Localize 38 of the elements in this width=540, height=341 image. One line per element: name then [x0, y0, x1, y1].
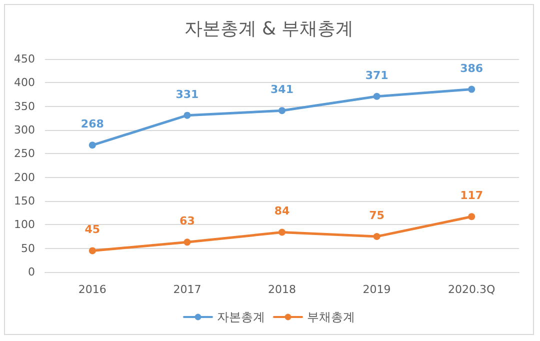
y-tick-label: 400	[14, 76, 35, 90]
data-label: 45	[84, 223, 100, 236]
point	[184, 238, 191, 246]
legend-label: 자본총계	[217, 310, 265, 324]
y-tick-label: 300	[14, 124, 35, 136]
x-tick-label: 2018	[268, 283, 296, 296]
legend-label: 부채총계	[307, 310, 355, 324]
data-label: 63	[180, 214, 195, 228]
data-label: 75	[369, 209, 384, 222]
chart-title: 자본총계 & 부채총계	[184, 18, 354, 40]
y-tick-label: 350	[14, 100, 35, 113]
data-label: 331	[176, 88, 199, 101]
point	[468, 86, 476, 93]
data-label: 268	[80, 118, 104, 131]
data-label: 341	[270, 83, 294, 96]
point	[468, 213, 476, 220]
data-label: 117	[460, 189, 484, 202]
point	[88, 142, 96, 149]
y-tick-label: 150	[14, 194, 35, 208]
point	[184, 112, 191, 119]
data-label: 84	[274, 204, 290, 218]
y-tick-label: 200	[14, 170, 35, 184]
y-tick-label: 100	[14, 218, 35, 232]
y-tick-label: 450	[14, 52, 35, 66]
y-tick-label: 250	[14, 147, 35, 160]
x-tick-label: 2019	[362, 283, 391, 296]
point	[373, 92, 380, 100]
x-tick-label: 2017	[173, 283, 202, 296]
y-tick-label: 0	[28, 266, 35, 278]
point	[278, 107, 286, 114]
y-tick-label: 50	[21, 242, 35, 255]
x-tick-label: 2016	[78, 283, 106, 296]
point	[373, 233, 380, 240]
point	[88, 247, 96, 254]
point	[278, 228, 286, 236]
data-label: 371	[365, 68, 388, 82]
x-tick-label: 2020.3Q	[448, 283, 496, 296]
data-label: 386	[460, 62, 484, 75]
